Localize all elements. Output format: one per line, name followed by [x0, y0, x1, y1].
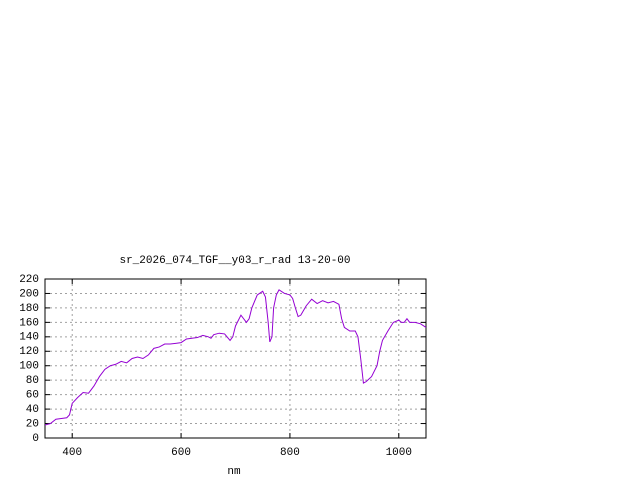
y-tick-label: 60: [26, 390, 39, 402]
y-tick-label: 20: [26, 418, 39, 430]
data-line: [44, 289, 427, 426]
y-tick-label: 40: [26, 404, 39, 416]
x-tick-label: 600: [171, 447, 191, 459]
chart-title: sr_2026_074_TGF__y03_r_rad 13-20-00: [119, 255, 350, 267]
x-tick-label: 400: [62, 447, 82, 459]
x-tick-label: 800: [280, 447, 300, 459]
y-tick-label: 220: [19, 274, 39, 286]
x-axis-label: nm: [227, 466, 241, 478]
y-tick-label: 100: [19, 361, 39, 373]
y-tick-label: 0: [32, 433, 39, 445]
plot-frame: [44, 278, 427, 439]
y-tick-label: 140: [19, 332, 39, 344]
y-tick-label: 200: [19, 288, 39, 300]
x-tick-label: 1000: [386, 447, 412, 459]
y-tick-label: 80: [26, 375, 39, 387]
y-tick-label: 160: [19, 317, 39, 329]
y-tick-label: 120: [19, 346, 39, 358]
y-tick-label: 180: [19, 303, 39, 315]
